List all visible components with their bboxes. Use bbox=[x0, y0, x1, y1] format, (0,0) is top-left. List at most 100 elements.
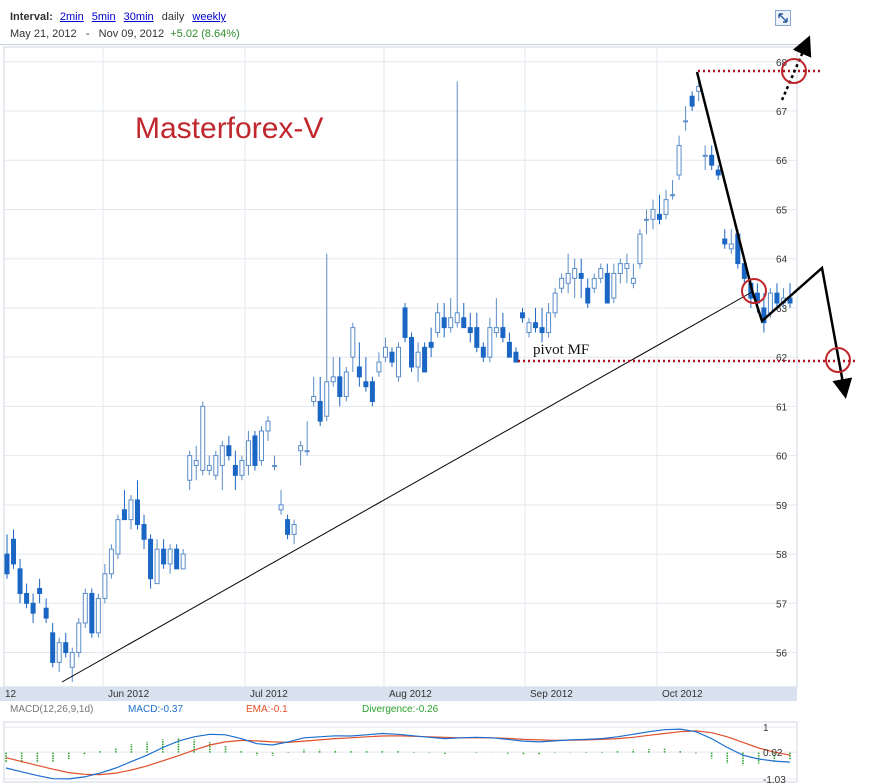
y-tick-label: 58 bbox=[776, 550, 788, 561]
candle bbox=[369, 376, 375, 407]
candle bbox=[148, 534, 154, 589]
candle bbox=[291, 519, 297, 545]
candle bbox=[630, 263, 636, 289]
candle bbox=[546, 303, 552, 338]
candle bbox=[30, 593, 36, 623]
candle bbox=[396, 342, 401, 382]
interval-2min-link[interactable]: 2min bbox=[59, 11, 84, 23]
interval-selector: Interval: 2min 5min 30min daily weekly bbox=[10, 11, 231, 23]
candle bbox=[441, 303, 447, 338]
candlestick-series bbox=[4, 76, 793, 683]
x-tick-label: Sep 2012 bbox=[530, 689, 573, 700]
candle bbox=[4, 534, 10, 579]
y-tick-label: 66 bbox=[776, 156, 788, 167]
support-trendline bbox=[61, 291, 753, 683]
candle bbox=[728, 229, 734, 254]
candle bbox=[108, 544, 114, 579]
candle bbox=[50, 623, 56, 668]
candle bbox=[643, 209, 649, 235]
price-change: +5.02 (8.64%) bbox=[170, 28, 240, 40]
date-from: May 21, 2012 bbox=[10, 28, 77, 40]
y-tick-label: 62 bbox=[776, 353, 788, 364]
candle bbox=[715, 165, 721, 180]
candle bbox=[167, 544, 173, 574]
macd-y-tick-label: 0.02 bbox=[763, 748, 783, 759]
candle bbox=[298, 440, 304, 466]
candle bbox=[448, 298, 454, 333]
candle bbox=[722, 229, 728, 249]
candle bbox=[317, 376, 323, 427]
y-tick-label: 68 bbox=[776, 58, 788, 69]
candle bbox=[304, 421, 310, 456]
candle bbox=[239, 455, 245, 481]
candle bbox=[578, 258, 584, 299]
candle bbox=[272, 455, 278, 471]
candle bbox=[604, 263, 610, 304]
candle bbox=[598, 263, 604, 284]
pivot-circle bbox=[825, 347, 851, 373]
candle bbox=[115, 514, 121, 559]
candle bbox=[337, 357, 343, 407]
y-tick-label: 61 bbox=[776, 402, 788, 413]
interval-5min-link[interactable]: 5min bbox=[91, 11, 116, 23]
candle bbox=[422, 342, 428, 373]
candle bbox=[480, 342, 486, 363]
candle bbox=[330, 357, 336, 387]
candle bbox=[402, 303, 408, 343]
candle bbox=[180, 549, 186, 570]
candle bbox=[428, 327, 434, 358]
candle bbox=[324, 253, 330, 422]
candle bbox=[278, 490, 284, 515]
candle bbox=[533, 307, 539, 333]
y-tick-label: 65 bbox=[776, 205, 788, 216]
resistance-circle bbox=[781, 58, 807, 84]
forecast-path bbox=[695, 71, 853, 399]
interval-weekly-link[interactable]: weekly bbox=[192, 11, 227, 23]
candle bbox=[219, 440, 225, 491]
candle bbox=[258, 426, 264, 466]
candle bbox=[591, 273, 597, 294]
candle bbox=[611, 263, 617, 303]
candle bbox=[585, 278, 591, 308]
candle bbox=[174, 544, 180, 570]
chart-header: Interval: 2min 5min 30min daily weekly M… bbox=[0, 0, 800, 46]
interval-30min-link[interactable]: 30min bbox=[123, 11, 154, 23]
candle bbox=[506, 332, 512, 358]
y-tick-label: 64 bbox=[776, 255, 788, 266]
x-tick-label: 12 bbox=[5, 689, 17, 700]
x-tick-label: Aug 2012 bbox=[389, 689, 432, 700]
x-tick-label: Oct 2012 bbox=[662, 689, 703, 700]
y-tick-label: 60 bbox=[776, 452, 788, 463]
candle bbox=[774, 283, 780, 308]
candle bbox=[676, 135, 682, 180]
candle bbox=[382, 337, 388, 363]
candle bbox=[232, 450, 238, 491]
x-axis-band bbox=[0, 687, 797, 701]
candle bbox=[709, 145, 715, 171]
candle bbox=[43, 598, 49, 623]
candle bbox=[487, 317, 493, 363]
candle bbox=[539, 307, 545, 343]
candle bbox=[356, 342, 362, 387]
candle bbox=[285, 514, 291, 540]
y-axis-labels: 56 57 58 59 60 61 62 63 64 65 66 67 68 bbox=[776, 58, 788, 660]
candle bbox=[519, 307, 525, 323]
grid bbox=[4, 47, 797, 687]
pivot-label: pivot MF bbox=[533, 342, 589, 358]
candle bbox=[187, 450, 193, 491]
candle bbox=[572, 258, 578, 299]
candle bbox=[63, 632, 69, 658]
candle bbox=[37, 578, 43, 604]
candle bbox=[265, 416, 271, 441]
trendline-touch-circle bbox=[741, 278, 767, 304]
expand-chart-button[interactable] bbox=[775, 10, 791, 26]
candle bbox=[200, 401, 206, 476]
candle bbox=[435, 303, 441, 338]
macd-params: MACD(12,26,9,1d) bbox=[10, 704, 94, 715]
breakout-arrow bbox=[780, 35, 812, 101]
candle bbox=[513, 347, 519, 363]
interval-daily-current: daily bbox=[161, 11, 185, 23]
candle bbox=[683, 106, 689, 131]
candle bbox=[89, 588, 95, 638]
